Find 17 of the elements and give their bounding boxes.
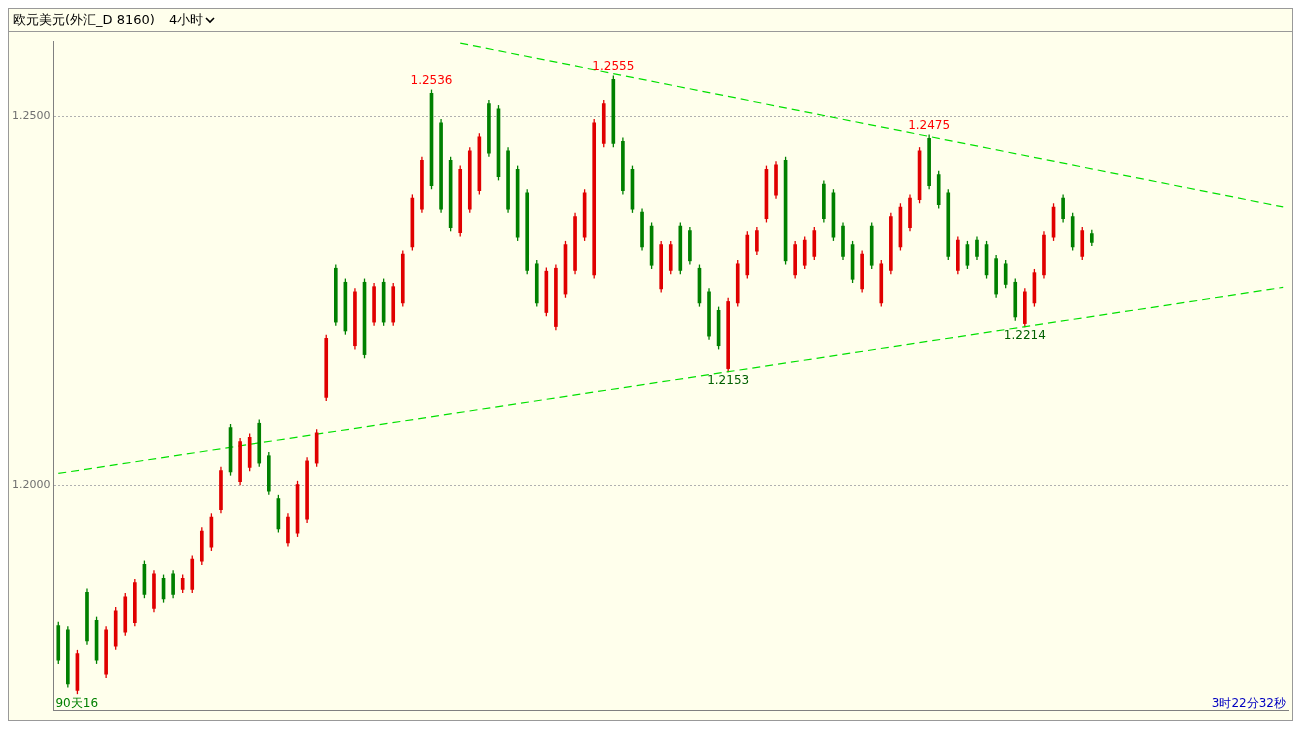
chart-title: 欧元美元(外汇_D 8160): [13, 11, 155, 29]
annotation: 1.2153: [707, 373, 750, 388]
candlestick: [1061, 193, 1065, 224]
y-tick-label: 1.2000: [11, 478, 51, 492]
chart-subtitle: 4小时: [168, 11, 204, 29]
annotation: 3时22分32秒: [1211, 695, 1286, 710]
annotation: 1.2555: [592, 58, 635, 73]
candlestick: [975, 235, 979, 261]
candlestick: [171, 569, 175, 599]
y-tick-label: 1.2500: [11, 109, 51, 123]
annotation: 90天16: [55, 695, 99, 710]
annotation: 1.2536: [410, 72, 453, 87]
candlestick: [180, 573, 185, 594]
annotation: 1.2475: [908, 117, 951, 132]
candlestick: [755, 226, 759, 256]
candlestick: [1003, 259, 1008, 289]
annotation: 1.2214: [1003, 328, 1046, 343]
